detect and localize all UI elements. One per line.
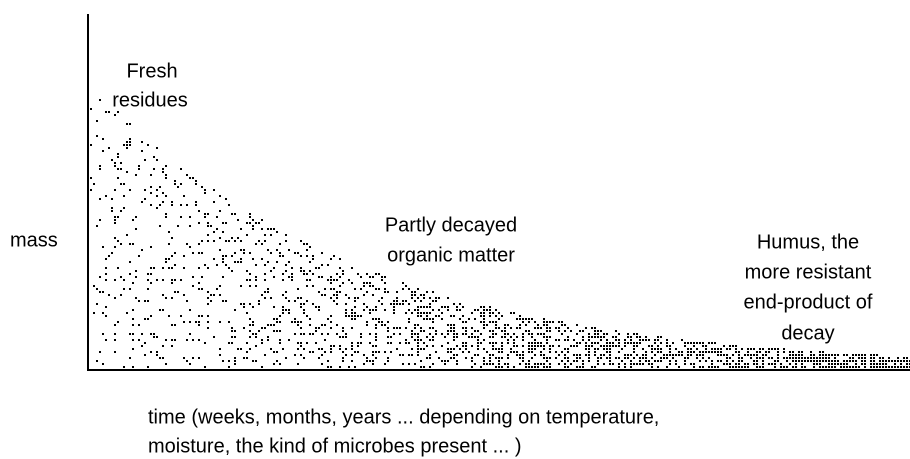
mass-label: mass bbox=[10, 229, 58, 251]
fresh-label: Fresh bbox=[126, 60, 177, 82]
humus-label: Humus, the bbox=[757, 231, 859, 253]
partly-label: Partly decayed bbox=[385, 214, 517, 236]
time-label: time (weeks, months, years ... depending… bbox=[148, 406, 659, 428]
stipple-area bbox=[90, 99, 910, 368]
time-label: moisture, the kind of microbes present .… bbox=[148, 435, 522, 457]
humus-label: more resistant bbox=[745, 261, 872, 283]
fresh-label: residues bbox=[112, 89, 188, 111]
humus-label: end-product of bbox=[744, 291, 873, 313]
partly-label: organic matter bbox=[387, 244, 515, 266]
humus-label: decay bbox=[781, 322, 834, 344]
